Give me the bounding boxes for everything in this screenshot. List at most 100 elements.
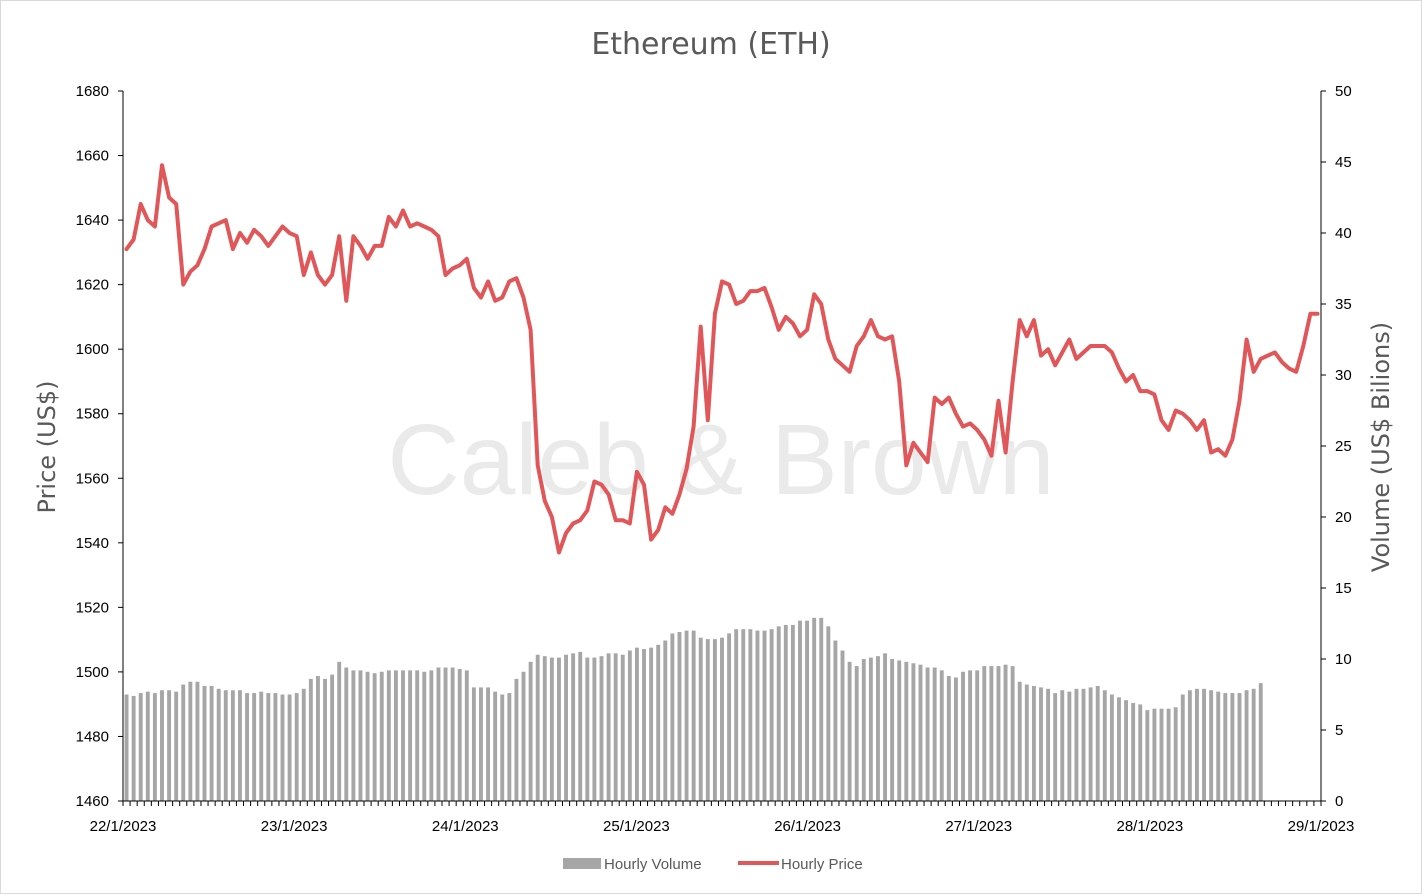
volume-bar <box>174 691 179 801</box>
volume-bar <box>1053 693 1058 801</box>
volume-bar <box>911 663 916 801</box>
volume-bar <box>1223 693 1228 801</box>
x-tick-label: 23/1/2023 <box>261 818 328 835</box>
volume-bar <box>776 626 781 801</box>
volume-bar <box>876 656 880 801</box>
volume-bar <box>968 670 973 801</box>
volume-bar <box>131 695 136 801</box>
volume-bar <box>684 630 689 801</box>
y-tick-label: 1600 <box>76 341 109 358</box>
volume-bar <box>961 671 965 801</box>
volume-bar <box>798 620 802 801</box>
volume-bar <box>245 693 250 801</box>
volume-bar <box>408 670 413 801</box>
volume-bar <box>450 667 455 801</box>
volume-bar <box>145 691 150 801</box>
watermark-text: Caleb & Brown <box>388 404 1055 516</box>
volume-bar <box>918 664 923 801</box>
volume-bar <box>1258 683 1263 801</box>
volume-bar <box>819 617 824 801</box>
volume-bar <box>500 694 505 801</box>
volume-bar <box>521 671 526 801</box>
y-tick-label: 1680 <box>76 83 109 100</box>
volume-bar <box>847 661 852 801</box>
volume-bar <box>748 629 753 801</box>
volume-bar <box>946 676 951 801</box>
volume-bar <box>1031 685 1036 801</box>
volume-bar <box>273 693 278 801</box>
axes <box>118 90 1326 806</box>
y-tick-label: 1560 <box>76 470 109 487</box>
volume-bar <box>805 620 810 801</box>
y-tick-label: 1480 <box>76 728 109 745</box>
volume-bar <box>989 666 994 801</box>
volume-bar <box>812 617 817 801</box>
volume-bar <box>1060 690 1065 801</box>
volume-bar <box>308 678 313 801</box>
volume-bar <box>528 661 533 801</box>
volume-bar <box>606 653 611 801</box>
volume-bar <box>755 630 760 801</box>
volume-bar <box>620 654 625 801</box>
legend-volume-swatch <box>563 858 601 869</box>
volume-bar <box>230 690 235 801</box>
volume-bar <box>975 670 980 801</box>
volume-bar <box>379 671 384 801</box>
volume-bar <box>861 659 866 801</box>
volume-bars <box>124 617 1263 801</box>
volume-bar <box>826 626 831 801</box>
volume-bar <box>493 691 498 801</box>
volume-bar <box>337 661 342 801</box>
volume-bar <box>1152 708 1157 801</box>
legend: Hourly Volume Hourly Price <box>563 856 863 873</box>
volume-bar <box>783 624 788 801</box>
volume-bar <box>160 690 164 801</box>
volume-bar <box>663 640 668 801</box>
volume-bar <box>1230 693 1235 801</box>
volume-bar <box>720 637 724 801</box>
y2-axis-title: Volume (US$ Bilions) <box>1367 322 1395 572</box>
volume-bar <box>578 651 583 801</box>
y2-tick-label: 20 <box>1335 509 1352 526</box>
volume-bar <box>216 688 221 801</box>
volume-bar <box>1166 708 1171 801</box>
volume-bar <box>840 650 845 801</box>
volume-bar <box>358 670 363 801</box>
volume-bar <box>542 656 547 801</box>
volume-bar <box>925 667 930 801</box>
volume-bar <box>982 666 987 801</box>
volume-bar <box>1074 688 1079 801</box>
legend-volume-label: Hourly Volume <box>604 856 702 873</box>
volume-bar <box>280 694 285 801</box>
volume-bar <box>301 688 306 801</box>
y-tick-label: 1640 <box>76 212 109 229</box>
volume-bar <box>223 690 228 801</box>
volume-bar <box>1095 685 1100 801</box>
x-tick-label: 27/1/2023 <box>945 818 1012 835</box>
volume-bar <box>705 639 710 801</box>
volume-bar <box>1124 700 1129 801</box>
volume-bar <box>1251 688 1256 801</box>
volume-bar <box>1187 690 1192 801</box>
volume-bar <box>1209 690 1214 801</box>
x-tick-label: 25/1/2023 <box>603 818 670 835</box>
volume-bar <box>1180 694 1185 801</box>
volume-bar <box>734 629 739 801</box>
volume-bar <box>932 667 937 801</box>
volume-bar <box>1039 687 1043 801</box>
volume-bar <box>202 685 207 801</box>
volume-bar <box>1109 694 1114 801</box>
volume-bar <box>259 691 264 801</box>
price-line <box>124 163 1320 555</box>
volume-bar <box>401 670 405 801</box>
volume-bar <box>790 624 795 801</box>
volume-bar <box>124 694 129 801</box>
volume-bar <box>1194 688 1199 801</box>
volume-bar <box>1202 688 1206 801</box>
y-tick-label: 1500 <box>76 664 109 681</box>
x-tick-label: 22/1/2023 <box>90 818 157 835</box>
volume-bar <box>294 693 299 801</box>
volume-bar <box>1159 708 1164 801</box>
volume-bar <box>195 681 200 801</box>
